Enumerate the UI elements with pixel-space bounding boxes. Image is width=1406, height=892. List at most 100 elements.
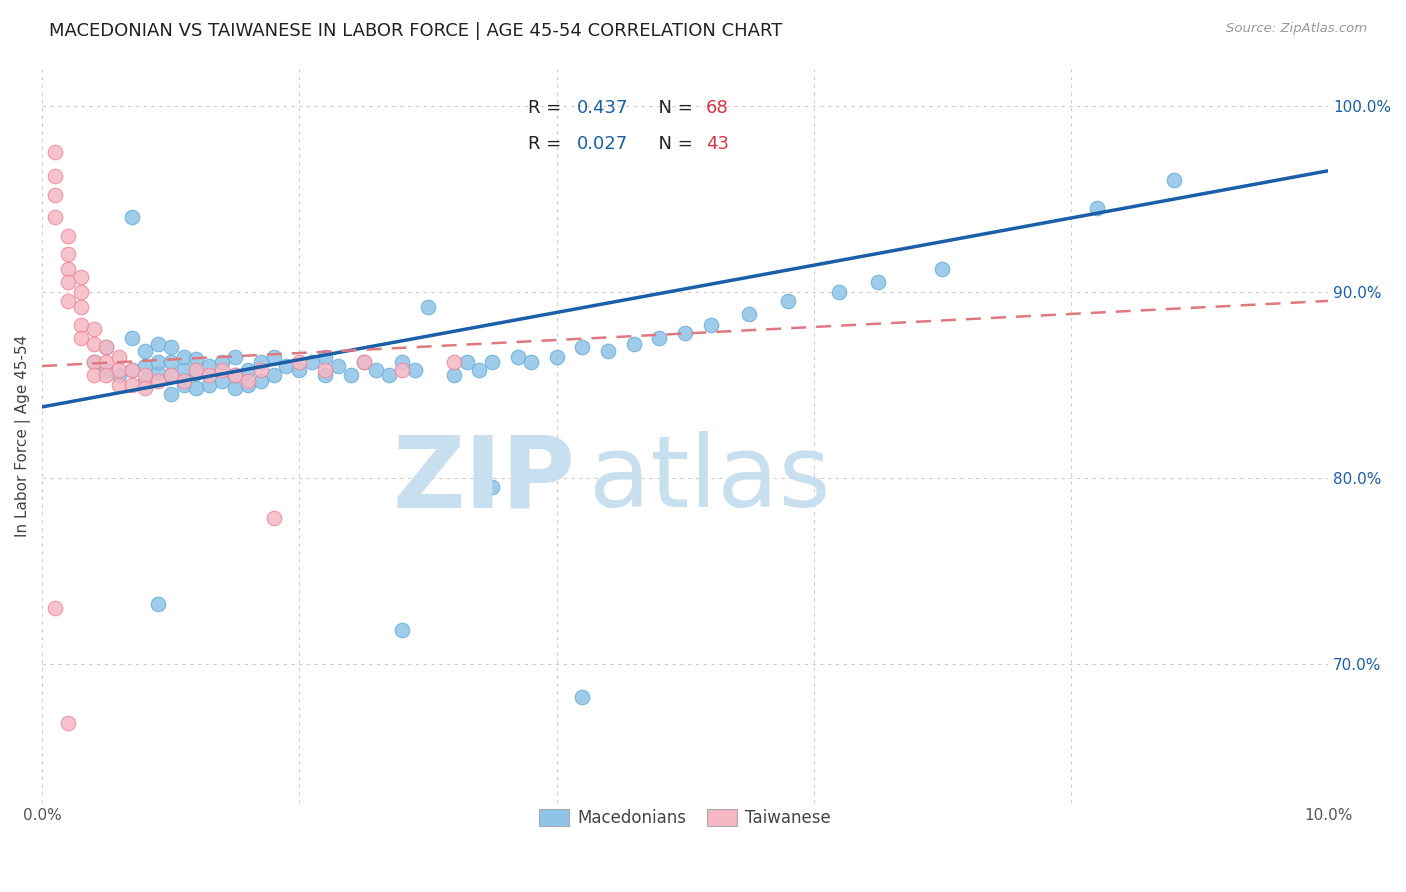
Point bbox=[146, 597, 169, 611]
Point bbox=[700, 318, 723, 332]
Point bbox=[56, 276, 79, 290]
Text: 0.027: 0.027 bbox=[576, 135, 628, 153]
Text: R =: R = bbox=[529, 135, 567, 153]
Point bbox=[481, 355, 503, 369]
Point bbox=[56, 716, 79, 731]
Point bbox=[56, 228, 79, 243]
Point bbox=[121, 362, 143, 376]
Point bbox=[314, 362, 336, 376]
Point bbox=[520, 355, 543, 369]
Point bbox=[301, 355, 323, 369]
Point bbox=[443, 355, 465, 369]
Point bbox=[263, 350, 285, 364]
Point bbox=[159, 368, 181, 383]
Point bbox=[776, 293, 799, 308]
Point bbox=[648, 331, 671, 345]
Point bbox=[186, 351, 208, 366]
Point bbox=[44, 169, 66, 184]
Point bbox=[276, 359, 298, 373]
Point bbox=[83, 355, 105, 369]
Point bbox=[146, 355, 169, 369]
Point bbox=[69, 331, 91, 345]
Point bbox=[249, 355, 271, 369]
Point bbox=[69, 300, 91, 314]
Point bbox=[224, 368, 246, 383]
Point bbox=[391, 355, 413, 369]
Point bbox=[44, 145, 66, 160]
Text: atlas: atlas bbox=[589, 432, 831, 528]
Point bbox=[96, 362, 118, 376]
Point bbox=[366, 362, 388, 376]
Point bbox=[173, 377, 195, 392]
Text: 0.437: 0.437 bbox=[576, 99, 628, 118]
Point bbox=[108, 377, 131, 392]
Text: 43: 43 bbox=[706, 135, 728, 153]
Text: N =: N = bbox=[647, 135, 697, 153]
Point bbox=[738, 307, 761, 321]
Point bbox=[159, 368, 181, 383]
Point bbox=[69, 318, 91, 332]
Point bbox=[249, 374, 271, 388]
Point bbox=[173, 350, 195, 364]
Point bbox=[69, 285, 91, 299]
Point bbox=[468, 362, 491, 376]
Point bbox=[146, 374, 169, 388]
Point bbox=[673, 326, 696, 340]
Point bbox=[263, 368, 285, 383]
Point bbox=[391, 362, 413, 376]
Point bbox=[224, 381, 246, 395]
Point bbox=[96, 355, 118, 369]
Point bbox=[506, 350, 529, 364]
Point bbox=[69, 269, 91, 284]
Point bbox=[353, 355, 375, 369]
Point bbox=[134, 344, 156, 359]
Point bbox=[121, 211, 143, 225]
Point bbox=[456, 355, 478, 369]
Point bbox=[56, 262, 79, 277]
Point bbox=[236, 362, 259, 376]
Point bbox=[44, 188, 66, 202]
Point bbox=[44, 211, 66, 225]
Point bbox=[1085, 201, 1108, 215]
Point bbox=[481, 480, 503, 494]
Point bbox=[186, 367, 208, 381]
Point bbox=[571, 340, 593, 354]
Point bbox=[56, 247, 79, 261]
Text: N =: N = bbox=[647, 99, 697, 118]
Point bbox=[1163, 173, 1185, 187]
Point bbox=[146, 336, 169, 351]
Point bbox=[96, 340, 118, 354]
Point bbox=[96, 340, 118, 354]
Point bbox=[198, 368, 221, 383]
Point bbox=[134, 381, 156, 395]
Point bbox=[159, 355, 181, 369]
Point bbox=[173, 362, 195, 376]
Point bbox=[288, 355, 311, 369]
Point bbox=[186, 362, 208, 376]
Point bbox=[546, 350, 568, 364]
Point bbox=[121, 362, 143, 376]
Point bbox=[416, 300, 439, 314]
Point bbox=[134, 368, 156, 383]
Text: 68: 68 bbox=[706, 99, 728, 118]
Point bbox=[159, 387, 181, 401]
Text: ZIP: ZIP bbox=[392, 432, 576, 528]
Point bbox=[314, 368, 336, 383]
Point bbox=[391, 623, 413, 637]
Point bbox=[596, 344, 619, 359]
Point bbox=[108, 350, 131, 364]
Point bbox=[146, 367, 169, 381]
Point bbox=[263, 511, 285, 525]
Point bbox=[108, 362, 131, 376]
Point bbox=[83, 355, 105, 369]
Text: R =: R = bbox=[529, 99, 567, 118]
Point bbox=[173, 374, 195, 388]
Point bbox=[828, 285, 851, 299]
Point bbox=[288, 362, 311, 376]
Point bbox=[159, 340, 181, 354]
Point bbox=[56, 293, 79, 308]
Legend: Macedonians, Taiwanese: Macedonians, Taiwanese bbox=[531, 800, 839, 835]
Point bbox=[236, 374, 259, 388]
Point bbox=[44, 600, 66, 615]
Point bbox=[339, 368, 361, 383]
